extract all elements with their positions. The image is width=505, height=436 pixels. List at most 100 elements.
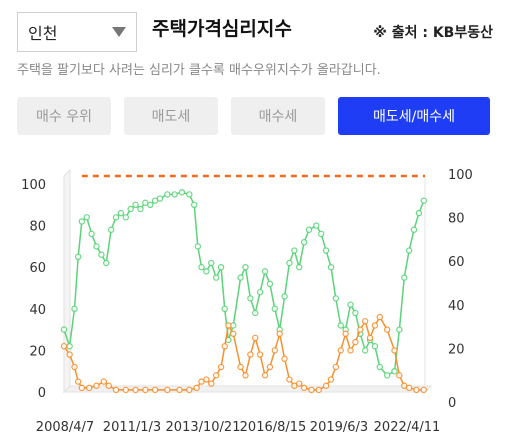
page-title: 주택가격심리지수 — [152, 18, 292, 40]
green-data-point — [256, 288, 264, 296]
chevron-down-icon — [112, 27, 126, 37]
orange-data-point — [352, 338, 359, 346]
orange-data-point — [212, 372, 220, 379]
green-data-point — [71, 305, 78, 312]
green-data-point — [147, 201, 154, 209]
orange-data-point — [217, 363, 225, 371]
y-axis-left: 0 20 40 60 80 100 — [21, 178, 46, 401]
green-data-point — [352, 309, 359, 317]
orange-data-point — [300, 384, 308, 392]
orange-data-point — [376, 313, 384, 321]
orange-data-point — [93, 382, 100, 389]
region-select[interactable]: 인천 — [17, 12, 137, 52]
tab-buy-trend[interactable]: 매수세 — [231, 97, 325, 135]
orange-data-point — [266, 363, 274, 371]
green-data-point — [186, 191, 193, 198]
orange-data-point — [383, 326, 391, 333]
green-data-point — [313, 222, 320, 229]
orange-data-point — [327, 376, 335, 383]
green-data-point — [305, 226, 313, 233]
green-data-point — [322, 247, 330, 254]
y-tick-left: 40 — [29, 303, 46, 318]
y-tick-left: 100 — [21, 178, 46, 193]
green-data-point — [420, 197, 427, 204]
green-data-point — [242, 263, 249, 271]
orange-data-point — [261, 372, 269, 379]
green-data-point — [401, 274, 408, 281]
trend-chart: 0 20 40 60 80 100 0 20 40 60 80 100 2008/4/7 2011/1… — [21, 168, 473, 435]
green-data-point — [112, 214, 120, 221]
orange-data-point — [308, 386, 315, 394]
orange-data-point — [71, 363, 78, 371]
green-data-point — [212, 274, 220, 281]
green-data-point — [103, 259, 110, 267]
orange-data-point — [230, 330, 237, 337]
y-tick-left: 80 — [29, 220, 46, 235]
orange-data-point — [164, 386, 171, 394]
green-data-point — [208, 259, 215, 267]
y-axis-right: 0 20 40 60 80 100 — [448, 168, 473, 411]
green-data-point — [164, 191, 171, 198]
orange-data-point — [132, 386, 139, 394]
y-tick-right: 80 — [448, 212, 465, 227]
orange-data-point — [100, 378, 108, 385]
orange-data-point — [74, 378, 82, 385]
tab-buy-advantage[interactable]: 매수 우위 — [17, 97, 111, 135]
green-data-point — [410, 226, 418, 233]
green-data-point — [78, 218, 86, 225]
orange-data-point — [337, 347, 344, 354]
green-data-point — [122, 214, 129, 221]
green-data-point — [74, 253, 82, 261]
tab-sell-buy-trend[interactable]: 매도세/매수세 — [338, 97, 490, 135]
y-tick-right: 40 — [448, 299, 465, 314]
green-data-point — [198, 263, 205, 271]
y-tick-left: 60 — [29, 261, 46, 276]
region-select-value: 인천 — [28, 24, 58, 43]
x-tick-label: 2008/4/7 — [36, 420, 94, 435]
orange-data-point — [105, 382, 112, 389]
orange-data-point — [357, 326, 364, 333]
orange-data-point — [276, 330, 283, 337]
orange-data-point — [332, 363, 340, 371]
orange-data-point — [85, 384, 93, 392]
green-data-point — [327, 263, 335, 271]
orange-data-point — [151, 386, 159, 394]
green-data-point — [281, 293, 288, 300]
green-data-point — [337, 322, 344, 329]
green-data-point — [252, 309, 259, 317]
orange-data-point — [281, 355, 288, 362]
green-data-point — [127, 205, 134, 213]
x-tick-label: 2013/10/21 — [166, 420, 241, 435]
green-data-point — [247, 295, 254, 302]
green-data-point — [383, 372, 391, 379]
x-tick-label: 2011/1/3 — [103, 420, 161, 435]
y-tick-left: 0 — [38, 386, 46, 401]
page-subtitle: 주택을 팔기보다 사려는 심리가 클수록 매수우위지수가 올라갑니다. — [17, 63, 381, 78]
green-data-point — [171, 191, 178, 198]
green-data-point — [83, 214, 90, 221]
green-data-point — [217, 263, 225, 271]
orange-data-point — [193, 384, 200, 392]
orange-data-point — [142, 386, 149, 394]
green-data-point — [98, 251, 105, 258]
orange-data-point — [366, 334, 374, 342]
orange-data-point — [396, 372, 403, 379]
series-layer — [60, 189, 427, 394]
green-data-point — [137, 205, 144, 213]
green-data-point — [396, 326, 403, 333]
tab-sell-trend[interactable]: 매도세 — [124, 97, 218, 135]
green-series — [60, 189, 427, 379]
orange-data-point — [420, 386, 427, 394]
green-data-point — [291, 247, 298, 254]
green-data-point — [376, 363, 384, 371]
green-data-point — [361, 347, 369, 354]
y-tick-right: 100 — [448, 168, 473, 183]
orange-data-point — [413, 386, 420, 394]
orange-data-point — [315, 386, 322, 394]
green-data-point — [415, 209, 423, 217]
orange-data-point — [405, 384, 413, 392]
orange-data-point — [60, 343, 68, 350]
orange-data-point — [247, 351, 254, 358]
green-data-point — [391, 367, 398, 375]
x-axis: 2008/4/7 2011/1/3 2013/10/21 2016/8/15 2019/… — [36, 420, 441, 435]
